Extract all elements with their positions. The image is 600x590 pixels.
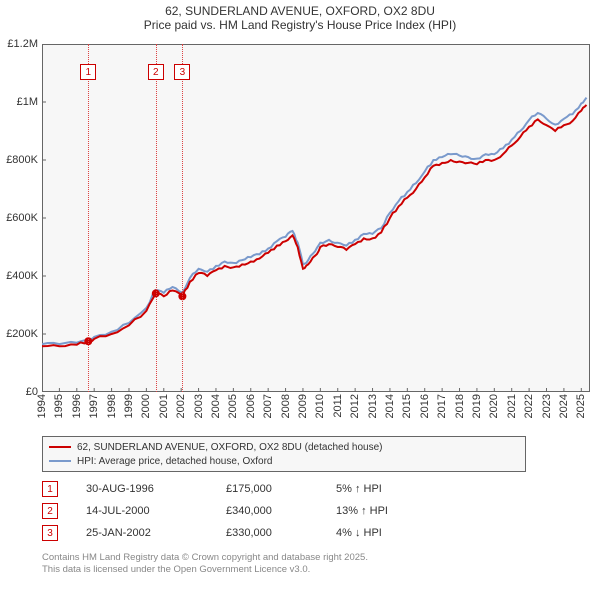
- title-line-2: Price paid vs. HM Land Registry's House …: [0, 18, 600, 32]
- sale-index-box: 2: [42, 503, 58, 519]
- x-axis-label: 2007: [262, 394, 274, 418]
- x-axis-label: 2006: [245, 394, 257, 418]
- x-axis-label: 1998: [106, 394, 118, 418]
- x-axis-label: 2012: [349, 394, 361, 418]
- footer-line-2: This data is licensed under the Open Gov…: [42, 564, 368, 576]
- x-axis-label: 2001: [158, 394, 170, 418]
- sale-price: £175,000: [226, 483, 336, 495]
- title-line-1: 62, SUNDERLAND AVENUE, OXFORD, OX2 8DU: [0, 4, 600, 18]
- sale-index-box: 1: [42, 481, 58, 497]
- x-axis-label: 2022: [523, 394, 535, 418]
- sale-price: £340,000: [226, 505, 336, 517]
- legend: 62, SUNDERLAND AVENUE, OXFORD, OX2 8DU (…: [42, 436, 526, 472]
- x-axis-label: 2025: [575, 394, 587, 418]
- footer-attribution: Contains HM Land Registry data © Crown c…: [42, 552, 368, 577]
- reference-line: [88, 44, 89, 392]
- x-axis-label: 1996: [71, 394, 83, 418]
- legend-swatch: [49, 460, 71, 462]
- x-axis-label: 2021: [506, 394, 518, 418]
- x-axis-label: 1994: [36, 394, 48, 418]
- x-axis-label: 2017: [436, 394, 448, 418]
- reference-line: [182, 44, 183, 392]
- chart-area: £0£200K£400K£600K£800K£1M£1.2M1994199519…: [42, 44, 590, 392]
- x-axis-label: 2010: [314, 394, 326, 418]
- y-axis-label: £400K: [6, 270, 38, 282]
- y-axis-label: £600K: [6, 212, 38, 224]
- x-axis-label: 2002: [175, 394, 187, 418]
- x-axis-label: 1995: [53, 394, 65, 418]
- x-axis-label: 2004: [210, 394, 222, 418]
- sale-pct: 4% ↓ HPI: [336, 527, 436, 539]
- reference-marker: 3: [174, 64, 190, 80]
- sale-date: 25-JAN-2002: [86, 527, 226, 539]
- footer-line-1: Contains HM Land Registry data © Crown c…: [42, 552, 368, 564]
- chart-title: 62, SUNDERLAND AVENUE, OXFORD, OX2 8DU P…: [0, 0, 600, 32]
- sale-date: 30-AUG-1996: [86, 483, 226, 495]
- x-axis-label: 2014: [384, 394, 396, 418]
- x-axis-label: 2018: [454, 394, 466, 418]
- x-axis-label: 2016: [419, 394, 431, 418]
- legend-row: 62, SUNDERLAND AVENUE, OXFORD, OX2 8DU (…: [49, 440, 519, 454]
- y-axis-label: £1.2M: [7, 38, 38, 50]
- sale-pct: 5% ↑ HPI: [336, 483, 436, 495]
- x-axis-label: 1997: [88, 394, 100, 418]
- x-axis-label: 2019: [471, 394, 483, 418]
- sale-row: 2 14-JUL-2000£340,00013% ↑ HPI: [42, 500, 436, 522]
- sale-index-box: 3: [42, 525, 58, 541]
- x-axis-label: 2020: [488, 394, 500, 418]
- y-axis-label: £1M: [17, 96, 38, 108]
- x-axis-label: 2008: [280, 394, 292, 418]
- x-axis-label: 2003: [193, 394, 205, 418]
- legend-row: HPI: Average price, detached house, Oxfo…: [49, 454, 519, 468]
- x-axis-label: 2015: [401, 394, 413, 418]
- legend-swatch: [49, 446, 71, 448]
- x-axis-label: 2013: [367, 394, 379, 418]
- sale-pct: 13% ↑ HPI: [336, 505, 436, 517]
- y-axis-label: £800K: [6, 154, 38, 166]
- x-axis-label: 2005: [227, 394, 239, 418]
- chart-svg: [42, 44, 590, 392]
- legend-label: HPI: Average price, detached house, Oxfo…: [77, 456, 273, 467]
- legend-label: 62, SUNDERLAND AVENUE, OXFORD, OX2 8DU (…: [77, 442, 382, 453]
- sale-date: 14-JUL-2000: [86, 505, 226, 517]
- x-axis-label: 2024: [558, 394, 570, 418]
- x-axis-label: 2011: [332, 394, 344, 418]
- sales-table: 1 30-AUG-1996£175,0005% ↑ HPI 2 14-JUL-2000…: [42, 478, 436, 544]
- sale-row: 1 30-AUG-1996£175,0005% ↑ HPI: [42, 478, 436, 500]
- series-line: [42, 98, 587, 345]
- y-axis-label: £200K: [6, 328, 38, 340]
- x-axis-label: 2000: [140, 394, 152, 418]
- sale-price: £330,000: [226, 527, 336, 539]
- reference-marker: 2: [148, 64, 164, 80]
- sale-row: 3 25-JAN-2002£330,0004% ↓ HPI: [42, 522, 436, 544]
- reference-marker: 1: [80, 64, 96, 80]
- series-line: [42, 105, 587, 346]
- x-axis-label: 2009: [297, 394, 309, 418]
- x-axis-label: 1999: [123, 394, 135, 418]
- x-axis-label: 2023: [541, 394, 553, 418]
- reference-line: [156, 44, 157, 392]
